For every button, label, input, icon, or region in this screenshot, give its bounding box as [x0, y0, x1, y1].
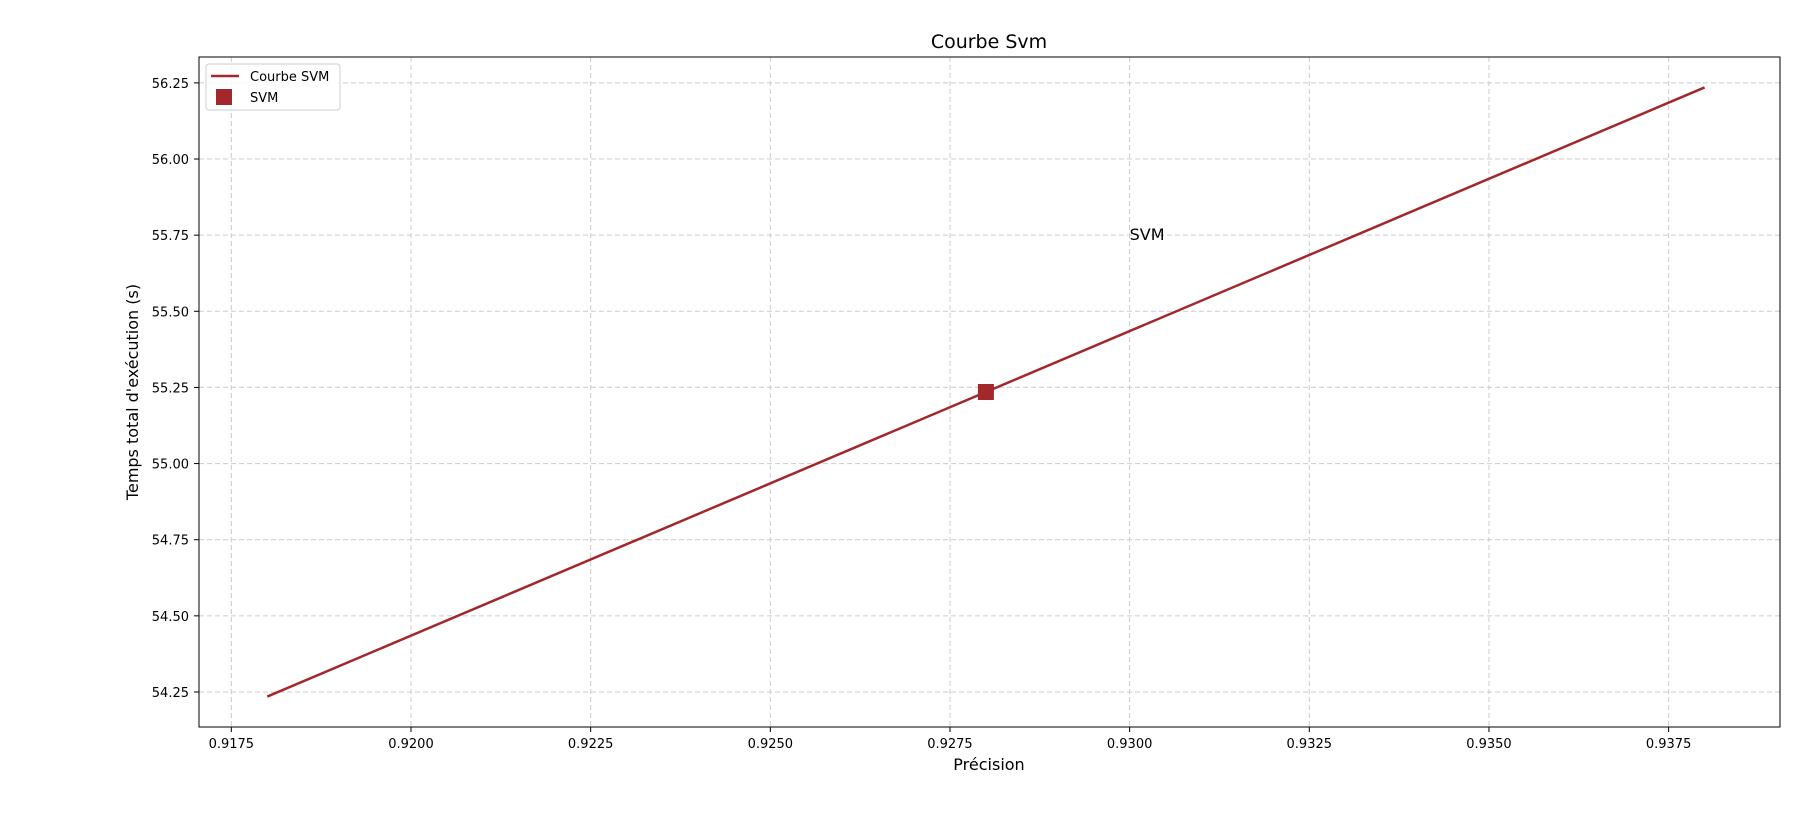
- legend-entry: SVM: [250, 91, 278, 106]
- y-tick-label: 55.25: [152, 381, 189, 396]
- x-tick-label: 0.9175: [209, 737, 255, 752]
- data-point-svm: [977, 384, 994, 400]
- x-tick-label: 0.9275: [927, 737, 973, 752]
- y-tick-label: 56.25: [152, 77, 189, 92]
- y-tick-label: 55.75: [152, 229, 189, 244]
- x-axis-label: Précision: [953, 755, 1024, 774]
- x-tick-label: 0.9225: [568, 737, 614, 752]
- legend: Courbe SVM SVM: [205, 63, 341, 111]
- plot-frame: [198, 56, 1781, 728]
- legend-entry: Courbe SVM: [250, 70, 329, 85]
- annotations: SVM: [1130, 225, 1165, 244]
- x-tick-label: 0.9200: [388, 737, 434, 752]
- x-axis: 0.9175 0.9200 0.9225 0.9250 0.9275 0.9300 0.93…: [209, 727, 1692, 752]
- x-tick-label: 0.9375: [1646, 737, 1692, 752]
- y-tick-label: 54.25: [152, 686, 189, 701]
- y-tick-label: 54.50: [152, 610, 189, 625]
- x-tick-label: 0.9250: [748, 737, 794, 752]
- y-tick-label: 54.75: [152, 534, 189, 549]
- plot-area: [266, 86, 1706, 698]
- annotation-label: SVM: [1130, 225, 1165, 244]
- y-axis: 54.25 54.50 54.75 55.00 55.25 55.50 55.75 56.00…: [152, 77, 199, 701]
- y-tick-label: 55.50: [152, 305, 189, 320]
- chart-title: Courbe Svm: [931, 31, 1047, 53]
- x-tick-label: 0.9300: [1107, 737, 1153, 752]
- y-axis-label: Temps total d'exécution (s): [123, 284, 142, 501]
- legend-box: [205, 63, 341, 111]
- x-tick-label: 0.9350: [1466, 737, 1512, 752]
- x-tick-label: 0.9325: [1287, 737, 1333, 752]
- y-tick-label: 56.00: [152, 153, 189, 168]
- legend-marker-swatch: [216, 89, 232, 105]
- y-tick-label: 55.00: [152, 458, 189, 473]
